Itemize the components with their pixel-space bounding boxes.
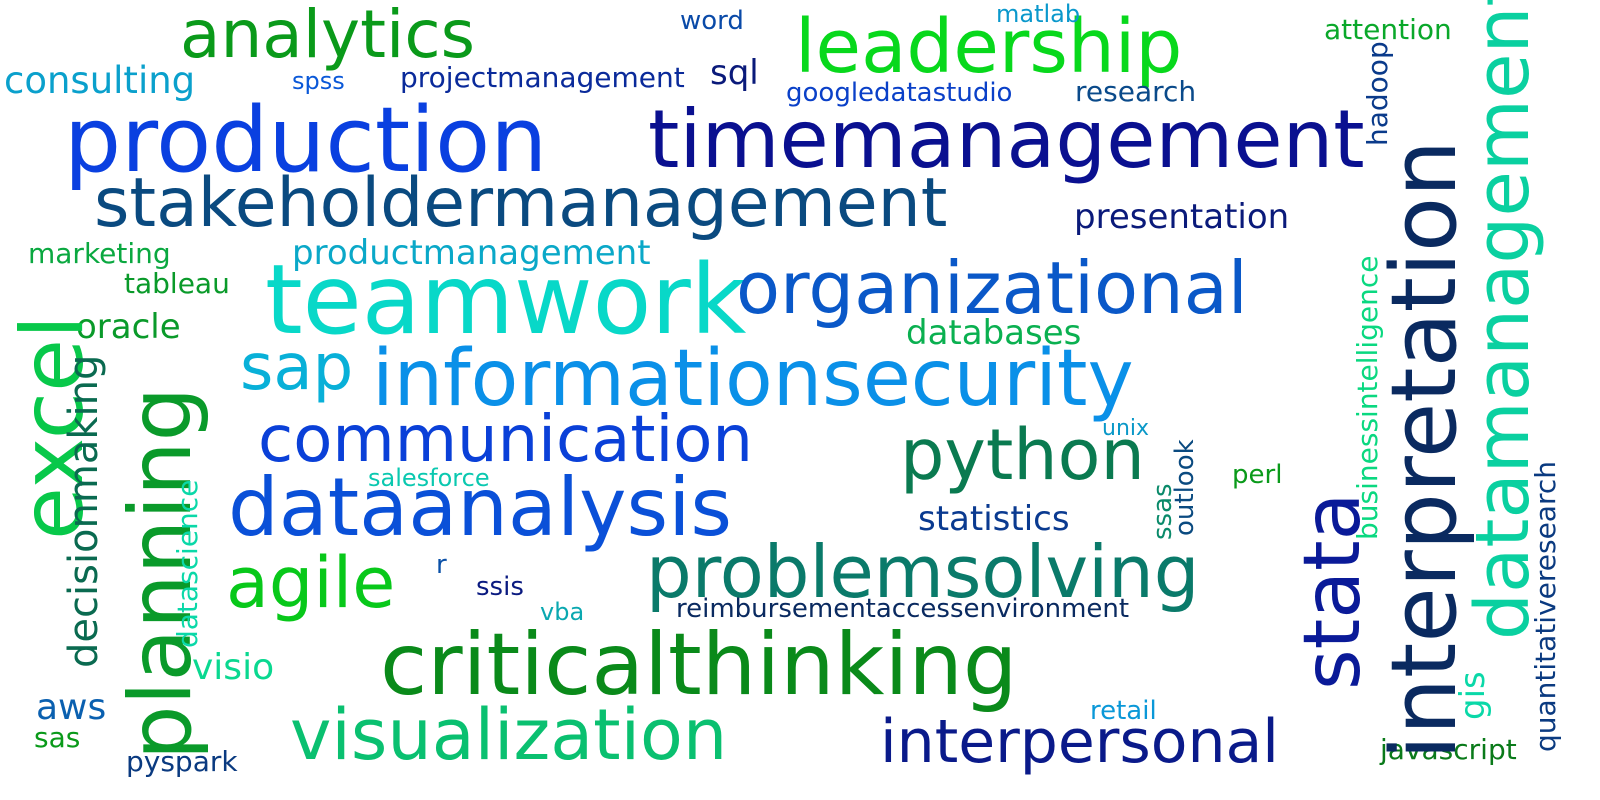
word-visio: visio: [192, 647, 275, 688]
word-perl: perl: [1232, 460, 1283, 490]
word-retail: retail: [1090, 696, 1157, 726]
word-businessintelligence: businessintelligence: [1351, 255, 1384, 540]
word-matlab: matlab: [996, 0, 1081, 28]
word-problemsolving: problemsolving: [646, 530, 1200, 614]
word-marketing: marketing: [28, 237, 171, 270]
word-productmanagement: productmanagement: [292, 233, 651, 273]
word-criticalthinking: criticalthinking: [380, 615, 1018, 715]
word-agile: agile: [226, 542, 396, 624]
word-timemanagement: timemanagement: [648, 93, 1365, 186]
word-projectmanagement: projectmanagement: [400, 61, 685, 94]
word-teamwork: teamwork: [265, 244, 747, 356]
word-aws: aws: [36, 687, 107, 728]
word-python: python: [900, 414, 1145, 496]
word-hadoop: hadoop: [1361, 41, 1394, 146]
word-presentation: presentation: [1074, 197, 1290, 237]
word-ssis: ssis: [476, 572, 524, 602]
word-javascript: javascript: [1380, 733, 1517, 766]
word-communication: communication: [258, 403, 753, 477]
word-dataanalysis: dataanalysis: [228, 461, 733, 554]
word-outlook: outlook: [1170, 439, 1200, 536]
word-sas: sas: [34, 721, 81, 754]
word-word: word: [680, 6, 744, 36]
word-quantitativeresearch: quantitativeresearch: [1529, 460, 1562, 752]
word-googledatastudio: googledatastudio: [786, 78, 1013, 108]
word-sql: sql: [710, 53, 759, 93]
word-databases: databases: [906, 313, 1082, 353]
word-pyspark: pyspark: [126, 745, 238, 778]
word-organizational: organizational: [736, 246, 1248, 330]
word-salesforce: salesforce: [368, 464, 490, 492]
word-r: r: [436, 550, 447, 580]
word-analytics: analytics: [180, 0, 476, 73]
word-interpretation: interpretation: [1372, 139, 1477, 760]
word-leadership: leadership: [795, 4, 1183, 90]
word-tableau: tableau: [124, 267, 230, 300]
word-spss: spss: [292, 67, 345, 95]
word-statistics: statistics: [918, 499, 1070, 539]
word-datascience: datascience: [171, 479, 204, 648]
word-decisionmaking: decisionmaking: [61, 354, 107, 668]
word-consulting: consulting: [4, 59, 196, 102]
word-stakeholdermanagement: stakeholdermanagement: [94, 164, 948, 243]
word-informationsecurity: informationsecurity: [372, 334, 1134, 424]
word-attention: attention: [1324, 13, 1452, 46]
word-vba: vba: [540, 598, 585, 626]
word-gis: gis: [1453, 671, 1493, 720]
word-unix: unix: [1102, 416, 1150, 441]
word-oracle: oracle: [76, 307, 181, 347]
word-sap: sap: [240, 331, 354, 405]
word-reimbursementaccessenvironment: reimbursementaccessenvironment: [676, 594, 1130, 624]
word-research: research: [1075, 75, 1197, 108]
word-interpersonal: interpersonal: [880, 707, 1279, 777]
word-production: production: [64, 88, 548, 193]
word-visualization: visualization: [290, 694, 728, 776]
